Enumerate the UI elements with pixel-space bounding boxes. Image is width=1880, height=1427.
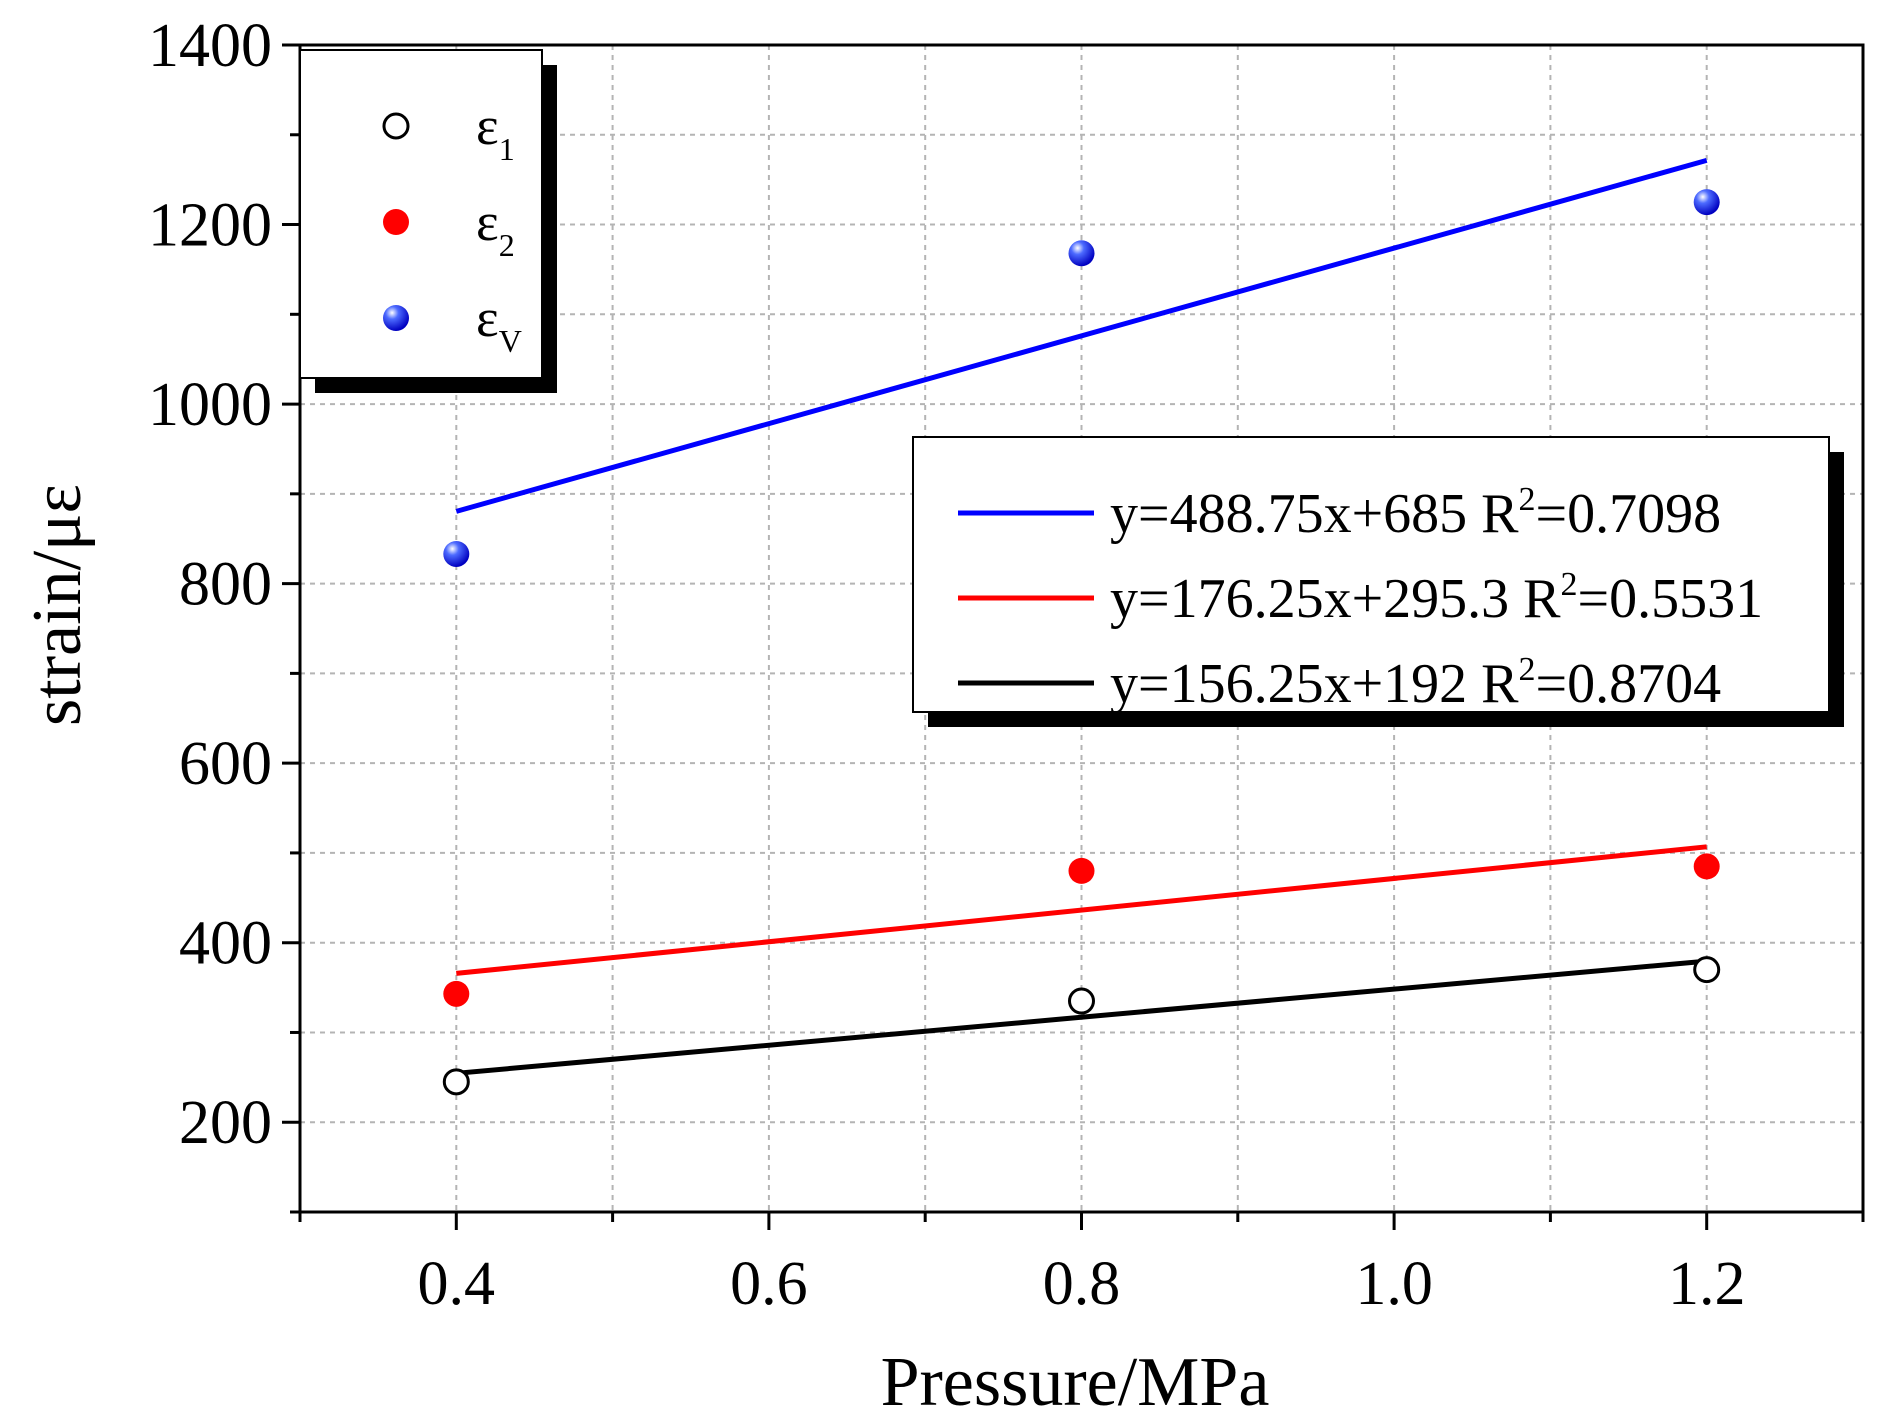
x-tick-label: 0.6 xyxy=(730,1250,808,1318)
plot-frame xyxy=(282,43,1865,1230)
y-tick-label: 800 xyxy=(179,551,272,619)
data-point xyxy=(1068,240,1095,267)
legend-box xyxy=(299,49,543,379)
x-tick-label: 1.2 xyxy=(1668,1250,1746,1318)
data-point xyxy=(443,540,470,567)
x-tick-label: 1.0 xyxy=(1355,1250,1433,1318)
fit-line xyxy=(456,958,1707,1076)
y-tick-label: 1000 xyxy=(148,371,272,439)
data-point xyxy=(1068,987,1095,1015)
data-point xyxy=(443,980,470,1007)
y-tick-label: 1200 xyxy=(148,192,272,260)
legend-label: ε2 xyxy=(476,192,515,263)
data-point xyxy=(1693,853,1720,880)
data-point xyxy=(1068,857,1095,884)
y-tick-label: 400 xyxy=(179,910,272,978)
x-tick-labels: 0.4 0.6 0.8 1.0 1.2 xyxy=(418,1250,1746,1318)
fit-equation: y=156.25x+192 R2=0.8704 xyxy=(1110,651,1721,715)
x-tick-label: 0.8 xyxy=(1043,1250,1121,1318)
fit-legend: y=488.75x+685 R2=0.7098 y=176.25x+295.3 R… xyxy=(912,436,1844,727)
data-point xyxy=(1693,956,1721,984)
fit-line xyxy=(455,157,1708,514)
fit-equation: y=176.25x+295.3 R2=0.5531 xyxy=(1110,566,1763,630)
y-tick-label: 600 xyxy=(179,730,272,798)
legend-label: εV xyxy=(476,288,522,359)
fit-lines xyxy=(455,157,1708,1076)
data-point xyxy=(1693,189,1720,216)
legend-label: ε1 xyxy=(476,96,515,167)
y-tick-label: 1400 xyxy=(148,12,272,80)
legend-marker xyxy=(383,305,409,331)
y-axis-title: strain/με xyxy=(19,484,96,726)
y-tick-label: 200 xyxy=(179,1089,272,1157)
fit-equation: y=488.75x+685 R2=0.7098 xyxy=(1110,481,1721,545)
y-tick-labels: 200 400 600 800 1000 1200 1400 xyxy=(148,12,272,1157)
x-tick-label: 0.4 xyxy=(418,1250,496,1318)
data-points xyxy=(442,189,1721,1096)
fit-legend-box xyxy=(912,436,1830,713)
fit-line xyxy=(456,844,1707,976)
series-legend: ε1 ε2 εV xyxy=(299,49,557,393)
legend-marker xyxy=(382,112,410,140)
data-point xyxy=(442,1068,470,1096)
x-axis-title: Pressure/MPa xyxy=(881,1344,1270,1421)
legend-marker xyxy=(383,209,409,235)
